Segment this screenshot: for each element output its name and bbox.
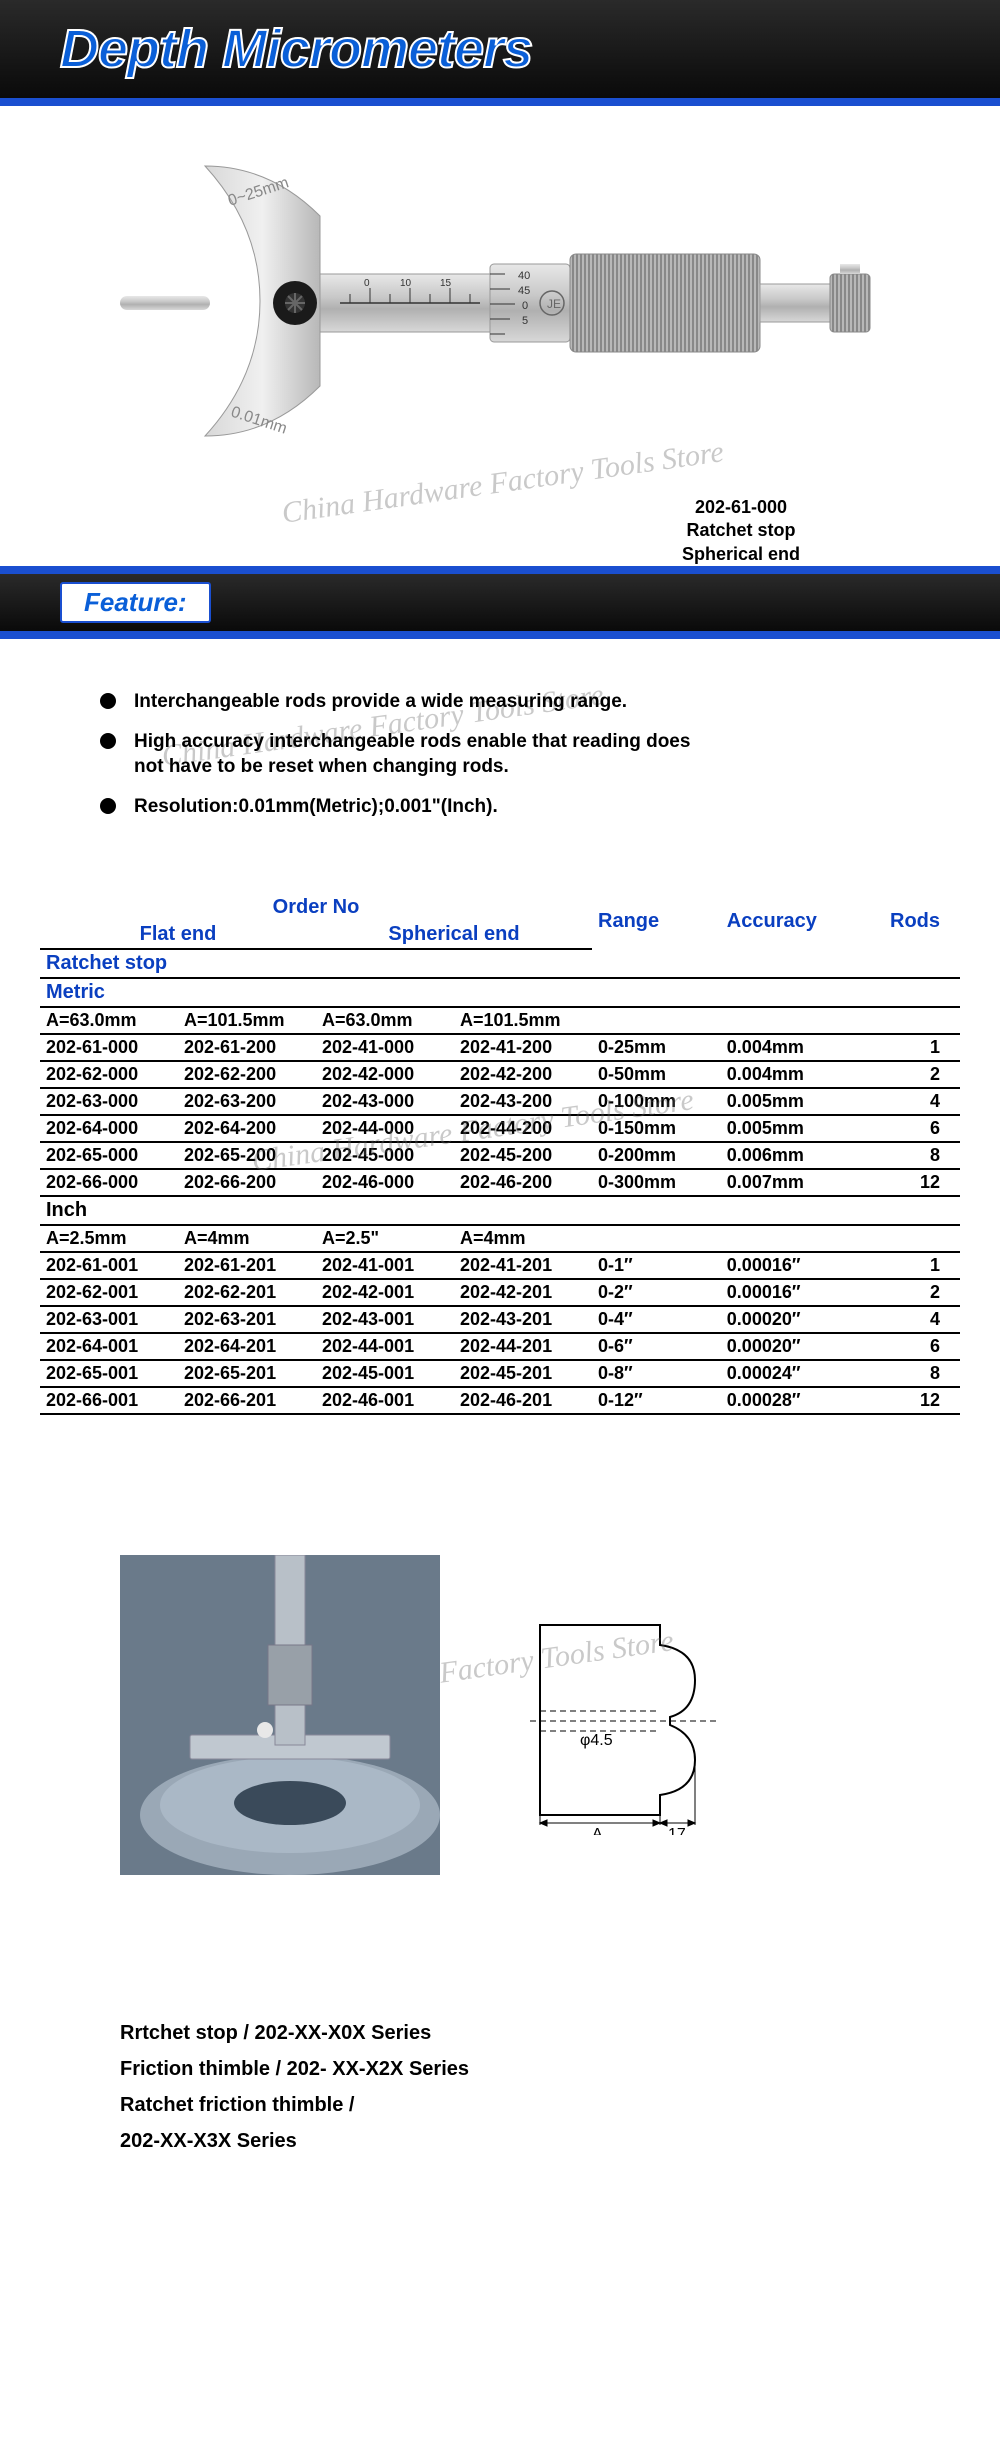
features-block: China Hardware Factory Tools Store Inter… — [0, 639, 1000, 894]
th-order-no: Order No — [40, 894, 592, 921]
a-label: A — [592, 1826, 603, 1835]
th-range: Range — [592, 894, 721, 949]
th-flat: Flat end — [40, 921, 316, 949]
feature-item: High accuracy interchangeable rods enabl… — [100, 729, 720, 780]
series-line: 202-XX-X3X Series — [120, 2123, 1000, 2159]
series-line: Friction thimble / 202- XX-X2X Series — [120, 2051, 1000, 2087]
svg-text:15: 15 — [440, 278, 452, 289]
series-notes: Rrtchet stop / 202-XX-X0X Series Frictio… — [0, 1975, 1000, 2159]
product-area: 0~25mm 0.01mm 0 10 15 40 45 0 5 JE — [0, 106, 1000, 566]
feature-item: Resolution:0.01mm(Metric);0.001"(Inch). — [100, 794, 720, 820]
spec-table-wrap: China Hardware Factory Tools Store Order… — [0, 894, 1000, 1475]
svg-text:40: 40 — [518, 270, 530, 282]
dimension-diagram: φ4.5 A 17 — [520, 1555, 760, 1840]
phi-label: φ4.5 — [580, 1732, 613, 1749]
group-inch: Inch — [40, 1196, 960, 1225]
caption-type1: Ratchet stop — [682, 519, 800, 542]
product-caption: 202-61-000 Ratchet stop Spherical end — [682, 496, 800, 566]
dim-row: A=63.0mm A=101.5mm A=63.0mm A=101.5mm — [40, 1007, 960, 1034]
svg-text:45: 45 — [518, 285, 530, 297]
th-accuracy: Accuracy — [721, 894, 859, 949]
feature-item: Interchangeable rods provide a wide meas… — [100, 689, 720, 715]
table-row: 202-63-001202-63-201202-43-001202-43-201… — [40, 1306, 960, 1333]
table-row: 202-66-000202-66-200202-46-000202-46-200… — [40, 1169, 960, 1196]
dim-row: A=2.5mm A=4mm A=2.5" A=4mm — [40, 1225, 960, 1252]
feature-label: Feature: — [60, 582, 211, 623]
usage-photo — [120, 1555, 440, 1875]
svg-text:0: 0 — [364, 278, 370, 289]
micrometer-illustration: 0~25mm 0.01mm 0 10 15 40 45 0 5 JE — [120, 146, 880, 466]
w-label: 17 — [668, 1826, 686, 1835]
spec-table: Order No Range Accuracy Rods Flat end Sp… — [40, 894, 960, 1415]
svg-text:0: 0 — [522, 300, 528, 312]
blue-rule — [0, 631, 1000, 639]
series-line: Rrtchet stop / 202-XX-X0X Series — [120, 2015, 1000, 2051]
group-ratchet: Ratchet stop — [40, 949, 960, 978]
svg-text:10: 10 — [400, 278, 412, 289]
features-list: Interchangeable rods provide a wide meas… — [100, 689, 920, 820]
table-row: 202-65-001202-65-201202-45-001202-45-201… — [40, 1360, 960, 1387]
table-row: 202-61-000202-61-200202-41-000202-41-200… — [40, 1034, 960, 1061]
table-row: 202-63-000202-63-200202-43-000202-43-200… — [40, 1088, 960, 1115]
blue-rule — [0, 566, 1000, 574]
table-row: 202-62-000202-62-200202-42-000202-42-200… — [40, 1061, 960, 1088]
table-row: 202-64-000202-64-200202-44-000202-44-200… — [40, 1115, 960, 1142]
header-band: Depth Micrometers — [0, 0, 1000, 98]
caption-model: 202-61-000 — [682, 496, 800, 519]
series-line: Ratchet friction thimble / — [120, 2087, 1000, 2123]
table-row: 202-64-001202-64-201202-44-001202-44-201… — [40, 1333, 960, 1360]
bottom-area: China Hardware Factory Tools Store φ4.5 — [0, 1475, 1000, 1975]
th-rods: Rods — [859, 894, 960, 949]
th-spherical: Spherical end — [316, 921, 592, 949]
group-metric: Metric — [40, 978, 960, 1007]
table-row: 202-62-001202-62-201202-42-001202-42-201… — [40, 1279, 960, 1306]
table-row: 202-65-000202-65-200202-45-000202-45-200… — [40, 1142, 960, 1169]
svg-text:JE: JE — [547, 297, 561, 311]
svg-text:5: 5 — [522, 315, 528, 327]
feature-band: Feature: — [0, 574, 1000, 631]
page-title: Depth Micrometers — [60, 18, 940, 80]
table-row: 202-61-001202-61-201202-41-001202-41-201… — [40, 1252, 960, 1279]
blue-rule — [0, 98, 1000, 106]
caption-type2: Spherical end — [682, 543, 800, 566]
table-row: 202-66-001202-66-201202-46-001202-46-201… — [40, 1387, 960, 1414]
